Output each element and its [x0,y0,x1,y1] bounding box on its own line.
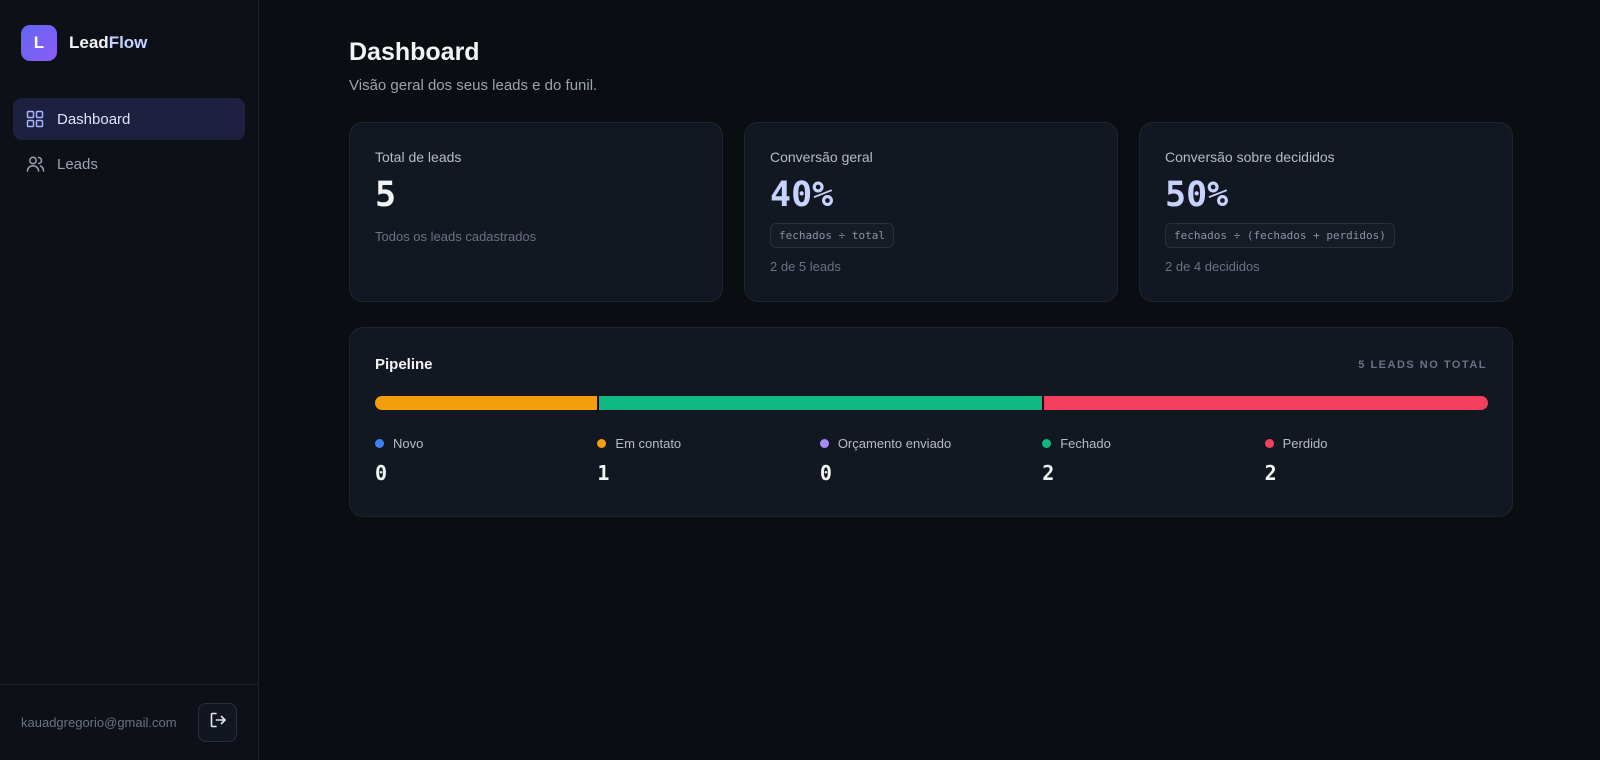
sidebar-item-dashboard[interactable]: Dashboard [13,98,245,140]
stage-header: Perdido [1264,436,1487,451]
brand-name-part2: Flow [108,33,148,52]
stage-count: 0 [375,461,388,485]
sidebar-footer: kauadgregorio@gmail.com [0,684,258,760]
stat-cards: Total de leads 5 Todos os leads cadastra… [349,122,1513,302]
formula-badge: fechados ÷ total [770,223,894,248]
brand[interactable]: L LeadFlow [0,0,258,86]
pipeline-stage: Perdido 2 [1264,436,1487,485]
stat-card-total-leads: Total de leads 5 Todos os leads cadastra… [349,122,723,302]
stage-header: Em contato [597,436,819,451]
stat-card-conversion-overall: Conversão geral 40% fechados ÷ total 2 d… [744,122,1118,302]
stage-header: Novo [375,436,597,451]
logout-icon [209,711,227,734]
stage-label: Em contato [615,436,682,451]
card-label: Conversão geral [770,149,873,165]
pipeline-stage: Novo 0 [375,436,597,485]
brand-name-part1: Lead [69,33,109,52]
stage-label: Fechado [1060,436,1111,451]
card-label: Total de leads [375,149,462,165]
brand-logo: L [21,25,57,61]
pipeline-bar [375,396,1488,410]
pipeline-header: Pipeline 5 LEADS NO TOTAL [375,356,1487,373]
pipeline-card: Pipeline 5 LEADS NO TOTAL Novo 0 Em contat… [349,327,1513,517]
pipeline-title: Pipeline [375,356,433,373]
sidebar-item-label: Leads [57,155,98,173]
brand-name: LeadFlow [69,33,147,53]
sidebar-item-label: Dashboard [57,110,131,128]
formula-badge: fechados ÷ (fechados + perdidos) [1165,223,1395,248]
stage-dot-icon [597,439,607,448]
card-value: 5 [375,175,397,215]
user-email: kauadgregorio@gmail.com [21,715,177,730]
pipeline-stage: Orçamento enviado 0 [819,436,1042,485]
stage-label: Orçamento enviado [837,436,952,451]
stage-count: 0 [819,461,832,485]
stage-header: Orçamento enviado [819,436,1042,451]
pipeline-segment-fechado [598,396,1043,410]
stage-label: Novo [393,436,424,451]
stage-count: 2 [1264,461,1277,485]
sidebar-nav: Dashboard Leads [0,86,258,185]
page-subtitle: Visão geral dos seus leads e do funil. [349,77,598,94]
stage-label: Perdido [1282,436,1328,451]
pipeline-stages: Novo 0 Em contato 1 Orçamento enviado 0 Fechad… [375,436,1487,485]
stage-header: Fechado [1042,436,1264,451]
stage-count: 2 [1042,461,1055,485]
stage-dot-icon [819,439,829,448]
stage-dot-icon [1264,439,1274,448]
logout-button[interactable] [198,703,237,742]
pipeline-total: 5 LEADS NO TOTAL [1358,358,1487,371]
card-value: 50% [1165,175,1229,215]
main-content: Dashboard Visão geral dos seus leads e d… [259,0,1600,760]
pipeline-segment-perdido [1044,396,1488,410]
card-note: 2 de 5 leads [770,259,841,274]
stage-dot-icon [1042,439,1052,448]
card-value: 40% [770,175,834,215]
pipeline-segment-em-contato [375,396,597,410]
grid-icon [25,109,45,129]
stat-card-conversion-decided: Conversão sobre decididos 50% fechados ÷… [1139,122,1513,302]
page-title: Dashboard [349,38,480,66]
card-label: Conversão sobre decididos [1165,149,1335,165]
sidebar-item-leads[interactable]: Leads [13,143,245,185]
sidebar: L LeadFlow Dashboard [0,0,259,760]
stage-dot-icon [375,439,384,448]
card-note: Todos os leads cadastrados [375,229,537,244]
card-note: 2 de 4 decididos [1165,259,1260,274]
stage-count: 1 [597,461,610,485]
users-icon [25,154,45,174]
pipeline-stage: Fechado 2 [1042,436,1264,485]
pipeline-stage: Em contato 1 [597,436,819,485]
